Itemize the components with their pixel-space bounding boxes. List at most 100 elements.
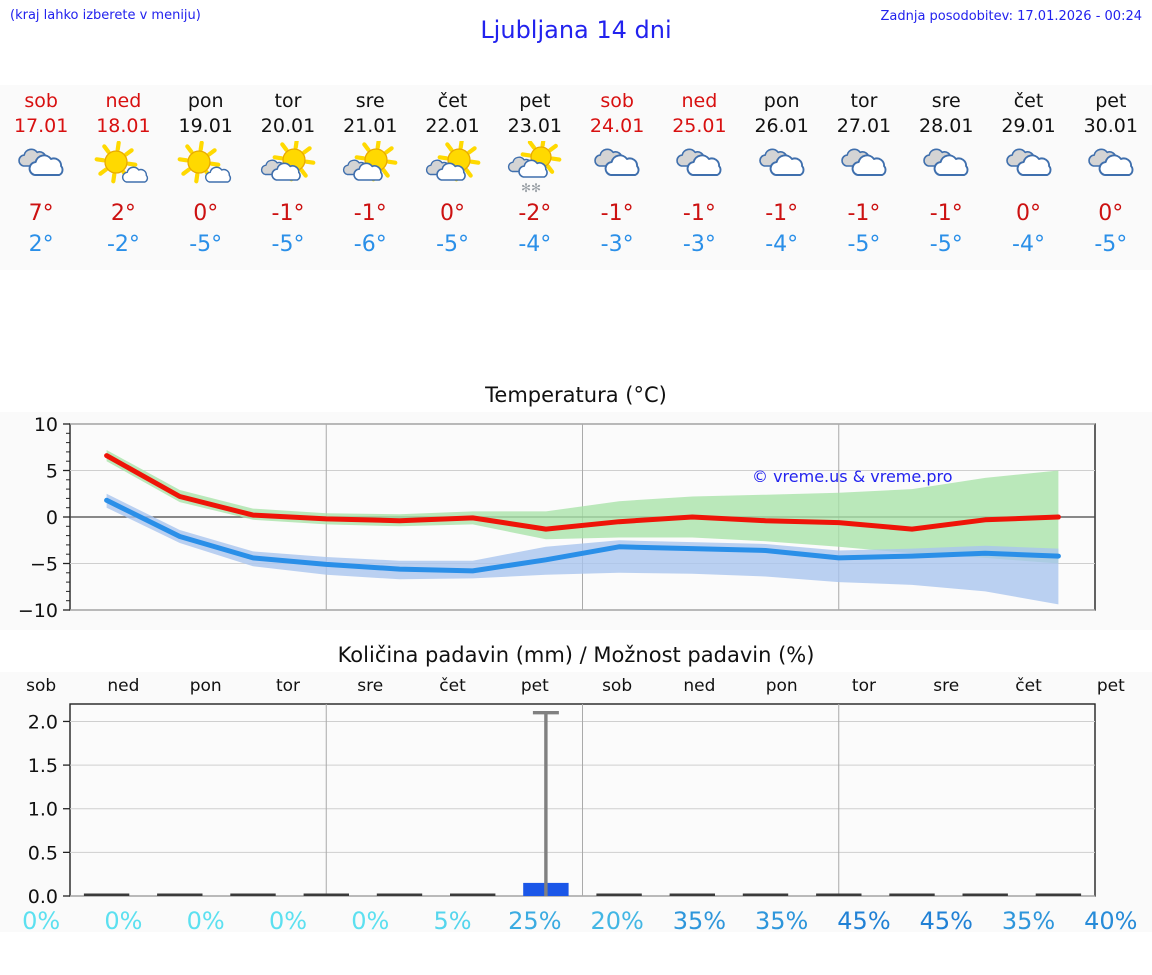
day-column[interactable]: pet 30.01 0° -5° [1070, 85, 1152, 270]
day-column[interactable]: pet 23.01 ✻ ✻ -2° -4° [494, 85, 576, 270]
day-min-temperature: -4° [765, 232, 799, 257]
day-column[interactable]: ned 25.01 -1° -3° [658, 85, 740, 270]
svg-text:1.5: 1.5 [28, 755, 58, 777]
day-min-temperature: -4° [1012, 232, 1045, 257]
day-of-week-label: sre [355, 90, 385, 112]
precipitation-day-label: pet [520, 676, 549, 696]
location-menu-hint[interactable]: (kraj lahko izberete v meniju) [10, 8, 201, 23]
precipitation-day-label: pet [1096, 676, 1125, 696]
day-max-temperature: 0° [193, 201, 219, 226]
overcast-icon [751, 141, 813, 193]
day-max-temperature: -1° [929, 201, 963, 226]
temperature-chart-plot: 10 5 0 −5 −10 [0, 382, 1152, 634]
day-max-temperature: 0° [440, 201, 466, 226]
partly-cloudy-icon [339, 138, 401, 193]
day-min-temperature: -5° [929, 232, 963, 257]
page-title: Ljubljana 14 dni [480, 16, 672, 44]
precipitation-probability-label: 0% [104, 907, 143, 935]
day-column[interactable]: tor 20.01 -1° -5° [247, 85, 329, 270]
svg-text:−5: −5 [30, 554, 58, 576]
temperature-chart-panel: Temperatura (°C) 10 5 0 −5 −10 [0, 382, 1152, 630]
day-of-week-label: sob [600, 90, 634, 112]
overcast-icon [586, 141, 648, 193]
precipitation-day-label: tor [275, 676, 301, 696]
precipitation-day-label: sob [26, 676, 57, 696]
day-max-temperature: 2° [110, 201, 136, 226]
precipitation-day-labels: sob ned pon tor sre čet pet sob ned pon tor sre čet p… [0, 676, 1152, 700]
precipitation-probability-label: 0% [22, 907, 61, 935]
precipitation-probability-label: 40% [1084, 907, 1138, 935]
day-max-temperature: -2° [518, 201, 552, 226]
svg-text:0.5: 0.5 [28, 842, 58, 864]
day-min-temperature: -5° [271, 232, 305, 257]
day-column[interactable]: pon 19.01 0° -5° [165, 85, 247, 270]
day-of-week-label: tor [850, 90, 878, 112]
day-date-label: 29.01 [1001, 115, 1056, 137]
day-column[interactable]: sob 24.01 -1° -3° [576, 85, 658, 270]
copyright-text: © vreme.us & vreme.pro [752, 467, 953, 486]
precipitation-probability-label: 5% [433, 907, 472, 935]
precipitation-probability-label: 0% [268, 907, 308, 935]
day-of-week-label: pet [1095, 90, 1127, 112]
overcast-icon [10, 141, 72, 193]
day-column[interactable]: sre 28.01 -1° -5° [905, 85, 987, 270]
precipitation-day-label: sob [602, 676, 633, 696]
day-min-temperature: -5° [847, 232, 881, 257]
day-min-temperature: -3° [682, 232, 716, 257]
precipitation-probability-label: 35% [1001, 907, 1056, 935]
day-max-temperature: -1° [682, 201, 716, 226]
day-max-temperature: -1° [600, 201, 634, 226]
overcast-icon [1080, 141, 1142, 193]
day-date-label: 17.01 [13, 115, 69, 137]
day-date-label: 26.01 [754, 115, 809, 137]
day-date-label: 19.01 [178, 115, 233, 137]
day-column[interactable]: tor 27.01 -1° -5° [823, 85, 905, 270]
day-min-temperature: -3° [600, 232, 634, 257]
precipitation-chart-panel: Količina padavin (mm) / Možnost padavin … [0, 642, 1152, 932]
svg-text:−10: −10 [18, 600, 58, 622]
precipitation-day-label: čet [1015, 676, 1042, 696]
day-date-label: 28.01 [919, 115, 974, 137]
overcast-icon [915, 141, 977, 193]
precipitation-probability-label: 45% [837, 907, 891, 935]
day-column[interactable]: čet 22.01 0° -5° [411, 85, 493, 270]
day-of-week-label: ned [681, 90, 718, 112]
day-of-week-label: čet [1013, 90, 1044, 112]
day-date-label: 25.01 [672, 115, 727, 137]
day-of-week-label: pon [763, 90, 800, 112]
precipitation-probability-label: 0% [351, 907, 390, 935]
day-of-week-label: tor [274, 90, 302, 112]
day-date-label: 27.01 [836, 115, 892, 137]
day-max-temperature: -1° [765, 201, 799, 226]
precipitation-probability-labels: 0% 0% 0% 0% 0% 5% 25% 20% 35% 35% 45% 45% 35% 40% [0, 902, 1152, 940]
mostly-sunny-icon [92, 140, 154, 193]
day-max-temperature: 0° [1098, 201, 1124, 226]
day-min-temperature: 2° [28, 232, 54, 257]
precipitation-probability-label: 35% [672, 907, 727, 935]
precipitation-day-label: ned [683, 676, 716, 696]
day-column[interactable]: sob 17.01 7° 2° [0, 85, 82, 270]
day-max-temperature: 7° [28, 201, 54, 226]
precipitation-probability-label: 35% [755, 907, 809, 935]
day-max-temperature: 0° [1016, 201, 1042, 226]
day-date-label: 22.01 [425, 115, 480, 137]
day-column[interactable]: čet 29.01 0° -4° [987, 85, 1069, 270]
svg-text:✻: ✻ [521, 181, 531, 193]
day-date-label: 18.01 [96, 115, 151, 137]
day-of-week-label: pon [187, 90, 224, 112]
day-column[interactable]: ned 18.01 2° -2° [82, 85, 164, 270]
day-column[interactable]: sre 21.01 -1° -6° [329, 85, 411, 270]
day-column[interactable]: pon 26.01 -1° -4° [741, 85, 823, 270]
partly-cloudy-snow-icon: ✻ ✻ [504, 136, 566, 195]
partly-cloudy-icon [257, 138, 319, 193]
day-of-week-label: ned [105, 90, 142, 112]
precipitation-day-label: pon [189, 676, 222, 696]
precipitation-probability-label: 25% [508, 907, 562, 935]
precipitation-chart-plot: 0.0 0.5 1.0 1.5 2.0 [0, 642, 1152, 936]
overcast-icon [668, 141, 730, 193]
svg-text:10: 10 [34, 414, 58, 436]
day-min-temperature: -6° [353, 232, 387, 257]
svg-text:0.0: 0.0 [28, 886, 58, 908]
day-date-label: 20.01 [260, 115, 316, 137]
